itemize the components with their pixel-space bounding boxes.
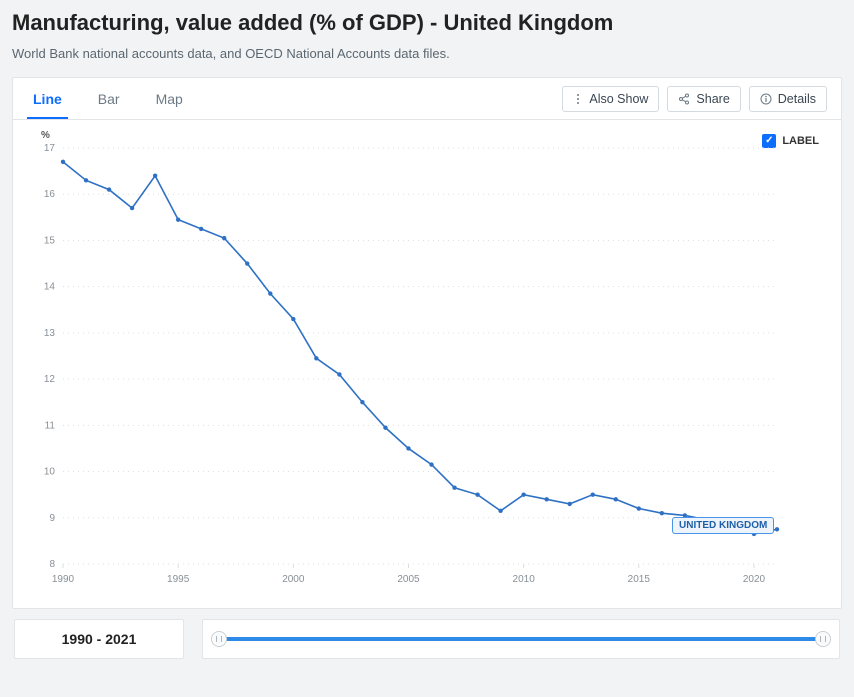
svg-text:12: 12	[44, 374, 56, 385]
svg-text:2005: 2005	[397, 574, 420, 585]
tab-bar[interactable]: Bar	[92, 79, 126, 119]
y-axis-unit: %	[41, 130, 50, 141]
svg-text:15: 15	[44, 235, 56, 246]
slider-handle-end[interactable]	[815, 631, 831, 647]
slider-handle-start[interactable]	[211, 631, 227, 647]
svg-text:16: 16	[44, 189, 56, 200]
line-chart: % 8 9 10 11 12 13 14 15 16 17 1990 1995 2000 2005 2010…	[27, 130, 807, 600]
svg-text:8: 8	[49, 559, 55, 570]
svg-text:1995: 1995	[167, 574, 190, 585]
svg-text:1990: 1990	[52, 574, 75, 585]
details-button[interactable]: Details	[749, 86, 827, 112]
time-range-label[interactable]: 1990 - 2021	[14, 619, 184, 659]
svg-text:2015: 2015	[628, 574, 651, 585]
info-icon	[760, 93, 772, 105]
svg-text:2010: 2010	[513, 574, 536, 585]
svg-text:2000: 2000	[282, 574, 305, 585]
svg-text:14: 14	[44, 282, 56, 293]
share-button[interactable]: Share	[667, 86, 740, 112]
svg-text:9: 9	[49, 513, 55, 524]
page-title: Manufacturing, value added (% of GDP) - …	[12, 10, 842, 36]
svg-text:11: 11	[45, 420, 56, 431]
chart-card: Line Bar Map Also Show Share Det	[12, 77, 842, 609]
time-range-slider[interactable]	[202, 619, 840, 659]
more-vertical-icon	[573, 93, 583, 105]
view-tabs: Line Bar Map	[27, 78, 189, 119]
share-icon	[678, 93, 690, 105]
svg-text:17: 17	[44, 143, 56, 154]
svg-text:10: 10	[44, 467, 56, 478]
svg-text:13: 13	[44, 328, 56, 339]
tab-line[interactable]: Line	[27, 79, 68, 119]
also-show-label: Also Show	[589, 92, 648, 106]
share-label: Share	[696, 92, 729, 106]
tab-map[interactable]: Map	[150, 79, 189, 119]
slider-track	[219, 637, 823, 641]
source-subtitle: World Bank national accounts data, and O…	[12, 46, 842, 61]
also-show-button[interactable]: Also Show	[562, 86, 659, 112]
details-label: Details	[778, 92, 816, 106]
svg-text:2020: 2020	[743, 574, 766, 585]
series-badge[interactable]: UNITED KINGDOM	[672, 517, 774, 534]
